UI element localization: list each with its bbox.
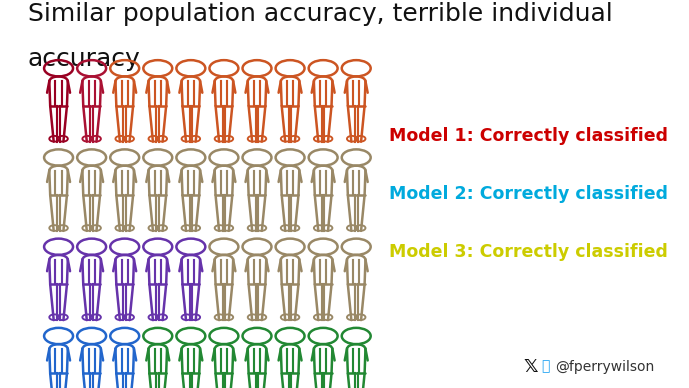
Text: Model 2: Correctly classified: Model 2: Correctly classified [389,185,668,203]
Text: Model 3: Correctly classified: Model 3: Correctly classified [389,243,668,261]
Text: @fperrywilson: @fperrywilson [555,360,654,374]
Text: 🦋: 🦋 [541,360,549,374]
Text: Similar population accuracy, terrible individual: Similar population accuracy, terrible in… [28,2,613,26]
Text: 𝕏: 𝕏 [524,358,538,376]
Text: accuracy: accuracy [28,47,141,71]
Text: Model 1: Correctly classified: Model 1: Correctly classified [389,127,668,145]
